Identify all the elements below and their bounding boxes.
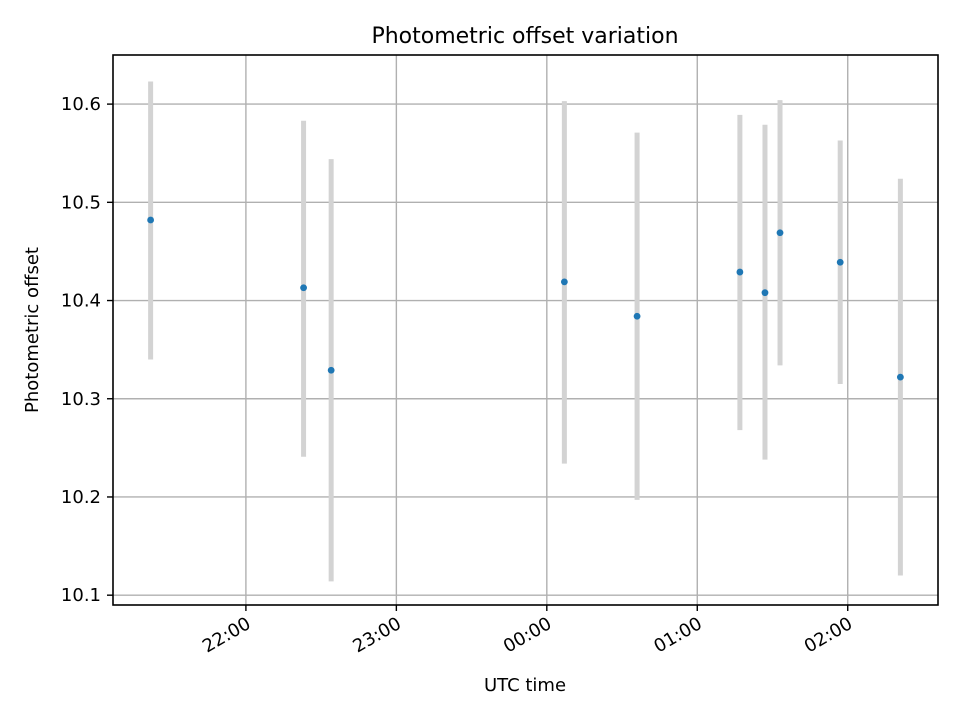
data-points [147,216,904,381]
data-point [633,312,641,320]
y-tick-label: 10.5 [61,192,101,213]
grid [113,55,938,605]
y-tick-label: 10.2 [61,487,101,508]
data-point [736,268,744,276]
plot-frame [112,54,939,606]
data-point [836,258,844,266]
data-point [300,284,307,292]
y-tick-label: 10.4 [61,291,101,312]
data-point [560,278,568,286]
data-point [896,373,904,381]
y-tick-label: 10.3 [61,389,101,410]
data-point [147,216,155,224]
y-tick-label: 10.6 [61,94,101,115]
chart-title: Photometric offset variation [371,24,678,49]
x-axis-label: UTC time [484,675,566,696]
data-point [776,229,784,237]
data-point [327,366,335,374]
y-tick-label: 10.1 [61,585,101,606]
y-axis-label: Photometric offset [22,247,43,413]
data-point [761,289,769,297]
